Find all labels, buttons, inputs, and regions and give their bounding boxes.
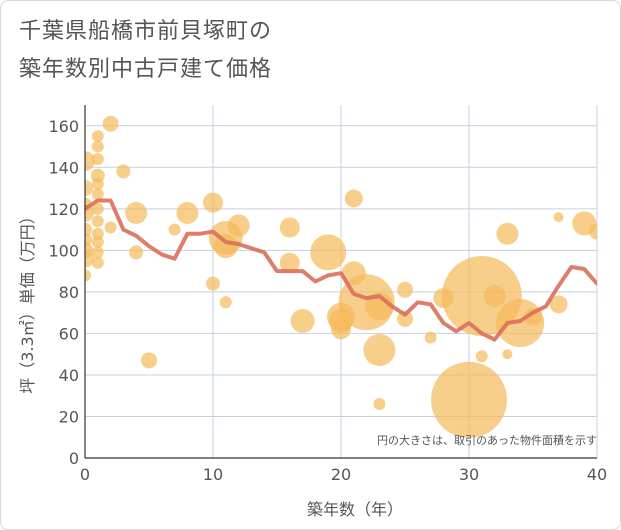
data-point-bubble xyxy=(91,140,104,153)
data-point-bubble xyxy=(116,164,131,179)
x-tick-labels: 0 10 20 30 40 xyxy=(80,465,607,484)
data-point-bubble xyxy=(91,215,104,228)
data-point-bubble xyxy=(290,308,315,333)
grid-lines xyxy=(85,105,598,458)
y-tick-labels: 0 20 40 60 80 100 120 140 160 xyxy=(48,117,79,468)
data-point-bubble xyxy=(213,234,238,259)
data-point-bubble xyxy=(373,398,386,411)
data-point-bubble xyxy=(104,221,117,234)
data-point-bubble xyxy=(85,269,91,282)
data-point-bubble xyxy=(227,214,250,237)
data-point-bubble xyxy=(85,222,92,237)
y-tick-label: 80 xyxy=(59,283,79,302)
data-point-bubble xyxy=(85,151,95,172)
data-point-bubble xyxy=(125,201,148,224)
x-tick-label: 0 xyxy=(80,465,90,484)
data-point-bubble xyxy=(310,234,347,271)
size-legend-note: 円の大きさは、取引のあった物件面積を示す xyxy=(377,433,597,447)
x-tick-label: 30 xyxy=(459,465,479,484)
y-tick-label: 60 xyxy=(59,324,79,343)
data-point-bubble xyxy=(91,236,104,249)
data-point-bubble xyxy=(206,276,220,291)
data-point-bubble xyxy=(176,201,199,224)
data-point-bubble xyxy=(344,189,363,208)
y-tick-label: 0 xyxy=(69,449,79,468)
data-point-bubble xyxy=(91,246,104,259)
data-point-bubble xyxy=(483,285,506,308)
data-point-bubble xyxy=(91,152,104,165)
y-tick-label: 40 xyxy=(59,366,79,385)
data-point-bubble xyxy=(331,319,351,340)
chart-title-line-1: 千葉県船橋市前貝塚町の xyxy=(19,19,273,44)
y-tick-label: 140 xyxy=(48,158,79,177)
data-point-bubble xyxy=(91,227,104,240)
data-point-bubble xyxy=(397,281,413,298)
data-point-bubble xyxy=(279,252,300,273)
data-point-bubble xyxy=(589,223,597,240)
data-point-bubble xyxy=(85,180,93,197)
data-point-bubble xyxy=(279,217,300,238)
data-point-bubble xyxy=(397,310,413,327)
data-point-bubble xyxy=(141,352,157,369)
data-point-bubble xyxy=(424,331,437,344)
data-point-bubble xyxy=(549,295,568,314)
data-point-bubble xyxy=(168,223,181,236)
data-point-bubble xyxy=(502,349,513,360)
data-point-bubble xyxy=(431,361,507,438)
data-point-bubble xyxy=(475,350,488,363)
data-point-bubble xyxy=(85,242,93,259)
data-point-bubble xyxy=(91,202,104,215)
data-point-bubble xyxy=(102,115,119,132)
average-line-series xyxy=(85,198,597,342)
x-axis-label: 築年数（年） xyxy=(307,500,403,519)
y-tick-label: 100 xyxy=(48,241,79,260)
chart-title: 千葉県船橋市前貝塚町の 築年数別中古戸建て価格 xyxy=(19,13,272,89)
data-point-bubble xyxy=(91,130,104,143)
data-point-bubble xyxy=(363,334,396,367)
data-point-bubble xyxy=(91,256,104,269)
x-tick-label: 40 xyxy=(587,465,607,484)
x-tick-label: 20 xyxy=(331,465,351,484)
data-point-bubble xyxy=(203,192,223,213)
data-point-bubble xyxy=(219,296,232,309)
y-tick-label: 120 xyxy=(48,200,79,219)
y-tick-label: 160 xyxy=(48,117,79,136)
data-point-bubble xyxy=(553,212,564,223)
y-axis-label: 坪（3.3㎡）単価（万円） xyxy=(18,208,37,393)
y-tick-label: 20 xyxy=(59,407,79,426)
data-point-bubble xyxy=(91,177,104,190)
data-point-bubble xyxy=(496,222,519,245)
average-price-line xyxy=(85,198,597,342)
axes xyxy=(84,105,597,459)
x-tick-label: 10 xyxy=(203,465,223,484)
data-point-bubble xyxy=(91,188,104,201)
data-point-bubble xyxy=(129,245,144,260)
chart-title-line-2: 築年数別中古戸建て価格 xyxy=(19,57,273,82)
bubble-series xyxy=(85,115,597,438)
